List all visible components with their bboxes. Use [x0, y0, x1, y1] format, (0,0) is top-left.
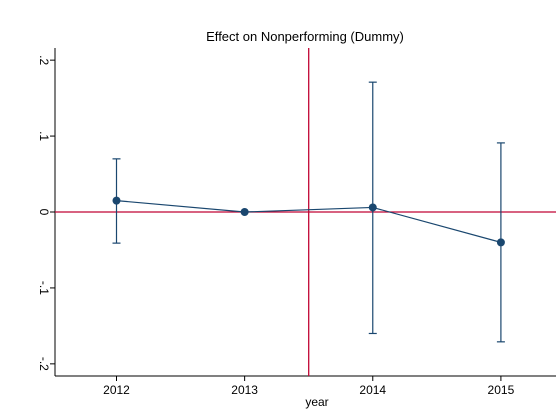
x-tick-label: 2012 — [103, 383, 130, 397]
y-tick-label: -.1 — [37, 281, 51, 295]
line — [116, 200, 502, 243]
point — [112, 196, 121, 205]
point — [240, 208, 249, 216]
x-axis-label: year — [305, 395, 328, 409]
point — [368, 203, 377, 212]
y-tick-label: -.2 — [37, 357, 51, 371]
point — [496, 238, 505, 247]
y-tick-label: .2 — [37, 55, 51, 65]
x-tick-label: 2015 — [488, 383, 515, 397]
x-tick-label: 2013 — [231, 383, 258, 397]
x-tick-label: 2014 — [359, 383, 386, 397]
y-tick-label: 0 — [37, 209, 51, 216]
y-tick-label: .1 — [37, 131, 51, 141]
chart-title: Effect on Nonperforming (Dummy) — [206, 29, 404, 44]
